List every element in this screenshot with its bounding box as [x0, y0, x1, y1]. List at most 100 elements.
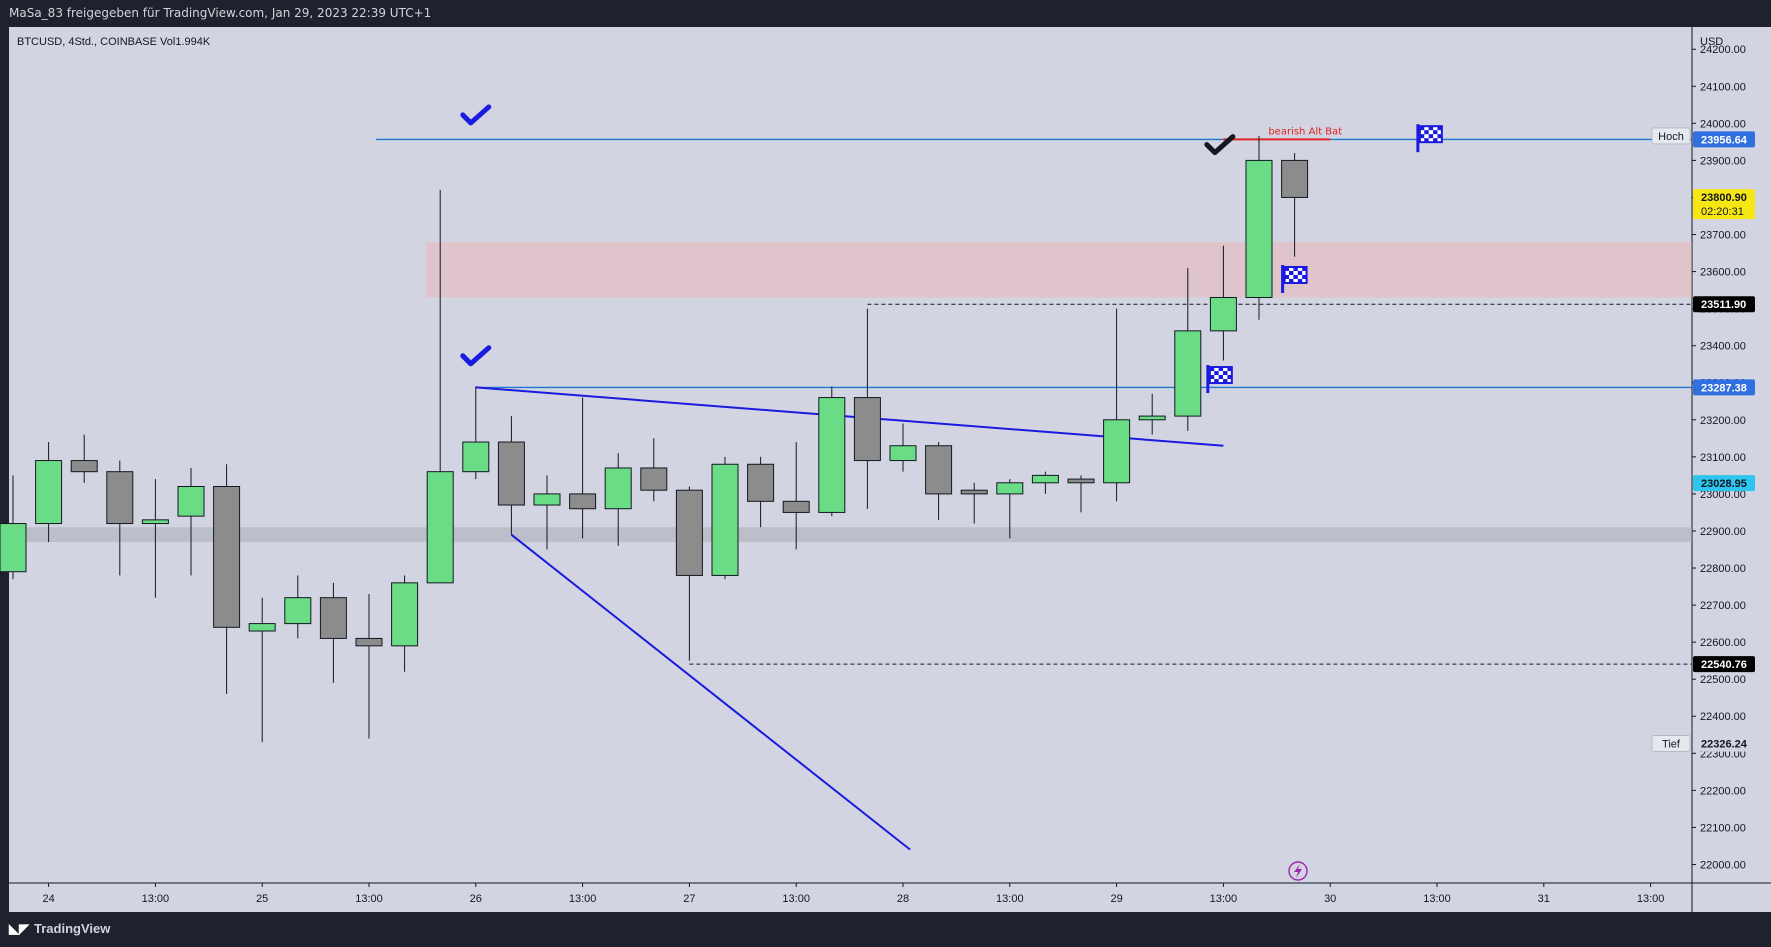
candle[interactable]	[1245, 135, 1273, 320]
bullish-candle-body	[462, 441, 490, 473]
candle[interactable]	[640, 438, 668, 502]
price-label-bg	[1693, 475, 1755, 492]
price-tick-label: 22600.00	[1700, 637, 1746, 649]
candle[interactable]	[177, 467, 205, 576]
pattern-label[interactable]: bearish Alt Bat	[1268, 126, 1342, 137]
bearish-candle-body	[747, 463, 775, 502]
candle[interactable]	[960, 482, 988, 524]
currency-label: USD	[1700, 36, 1723, 48]
candle[interactable]	[35, 442, 63, 543]
candle[interactable]	[533, 475, 561, 550]
bullish-candle-body	[1245, 159, 1273, 299]
price-label[interactable]: 23028.95	[1693, 475, 1755, 492]
candle[interactable]	[248, 597, 276, 743]
bullish-candle-body	[391, 582, 419, 647]
candle[interactable]	[391, 575, 419, 672]
candle[interactable]	[747, 456, 775, 528]
resistance-zone[interactable]	[426, 241, 1693, 298]
share-text: MaSa_83 freigegeben für TradingView.com,…	[9, 6, 432, 20]
candle[interactable]	[141, 479, 169, 598]
finish-flag-icon[interactable]	[1206, 365, 1233, 394]
finish-flag-icon[interactable]	[1281, 264, 1308, 293]
candle[interactable]	[853, 308, 881, 509]
candle[interactable]	[1103, 308, 1131, 502]
bullish-candle-body	[248, 623, 276, 632]
candle[interactable]	[925, 442, 953, 520]
bullish-candle-body	[141, 519, 169, 525]
tradingview-logo[interactable]: ◣◤ TradingView	[9, 921, 110, 937]
tradingview-logo-icon: ◣◤	[9, 921, 29, 936]
bearish-candle-body	[569, 493, 597, 510]
price-tick-label: 23900.00	[1700, 155, 1746, 167]
checkmark-icon[interactable]	[460, 345, 492, 367]
bearish-candle-body	[497, 441, 525, 506]
finish-flag-icon[interactable]	[1416, 124, 1443, 153]
price-label-value: 23511.90	[1701, 299, 1746, 311]
price-tick-label: 24000.00	[1700, 118, 1746, 130]
candle[interactable]	[426, 190, 454, 584]
price-tick-label: 23200.00	[1700, 415, 1746, 427]
bullish-candle-body	[1031, 474, 1059, 484]
plot-area[interactable]	[9, 27, 1692, 883]
bearish-candle-body	[213, 485, 241, 628]
price-label[interactable]: 23287.38	[1693, 379, 1755, 396]
candle[interactable]	[462, 386, 490, 480]
price-tick-label: 23000.00	[1700, 489, 1746, 501]
candle[interactable]	[711, 456, 739, 580]
candle[interactable]	[782, 442, 810, 550]
candle[interactable]	[569, 397, 597, 539]
time-tick-label: 31	[1538, 893, 1550, 905]
price-label-bg	[1693, 735, 1755, 752]
candle[interactable]	[1209, 245, 1237, 361]
price-label[interactable]: 23800.90 02:20:31	[1693, 189, 1755, 220]
price-label[interactable]: 23511.90	[1693, 296, 1755, 313]
price-label[interactable]: 22326.24 Tief	[1651, 735, 1755, 752]
price-label-value: 23956.64	[1701, 134, 1748, 146]
trendline[interactable]	[475, 386, 1224, 447]
price-tick-label: 22100.00	[1700, 822, 1746, 834]
price-label-bg	[1693, 296, 1755, 313]
checkmark-icon[interactable]	[460, 104, 492, 126]
price-label-name-bg	[1651, 127, 1691, 145]
candle[interactable]	[106, 460, 134, 576]
candle[interactable]	[818, 386, 846, 517]
time-axis[interactable]	[9, 883, 1771, 912]
candle[interactable]	[1031, 471, 1059, 494]
candle[interactable]	[213, 464, 241, 695]
support-zone[interactable]	[9, 527, 1692, 543]
time-tick-label: 13:00	[142, 893, 170, 905]
lightning-icon[interactable]	[1288, 861, 1308, 881]
candle[interactable]	[355, 593, 383, 739]
bearish-candle-body	[1067, 478, 1095, 484]
candle[interactable]	[889, 423, 917, 472]
candle[interactable]	[319, 582, 347, 683]
candle[interactable]	[675, 486, 703, 661]
price-label[interactable]: 22540.76	[1693, 656, 1755, 673]
candle[interactable]	[497, 416, 525, 535]
trendline[interactable]	[510, 533, 911, 851]
candle[interactable]	[996, 479, 1024, 539]
candle[interactable]	[284, 575, 312, 639]
bullish-candle-body	[177, 485, 205, 517]
time-tick-label: 13:00	[569, 893, 597, 905]
candle[interactable]	[604, 453, 632, 546]
bullish-candle-body	[996, 482, 1024, 495]
candle[interactable]	[1138, 393, 1166, 435]
time-tick-label: 13:00	[1637, 893, 1665, 905]
candle[interactable]	[70, 434, 98, 483]
checkmark-icon[interactable]	[1204, 134, 1236, 156]
bullish-candle-body	[1103, 419, 1131, 484]
candle[interactable]	[1174, 267, 1202, 431]
bearish-candle-body	[853, 397, 881, 462]
candle[interactable]	[1281, 152, 1309, 257]
time-tick-label: 26	[470, 893, 482, 905]
price-label[interactable]: 23956.64	[1693, 131, 1755, 148]
price-label-value: 22326.24	[1701, 739, 1748, 751]
bearish-candle-body	[675, 489, 703, 576]
candle[interactable]	[0, 475, 27, 580]
candle[interactable]	[1067, 475, 1095, 513]
time-tick-label: 13:00	[1423, 893, 1451, 905]
time-tick-label: 13:00	[355, 893, 383, 905]
price-label-value: 22540.76	[1701, 659, 1747, 671]
